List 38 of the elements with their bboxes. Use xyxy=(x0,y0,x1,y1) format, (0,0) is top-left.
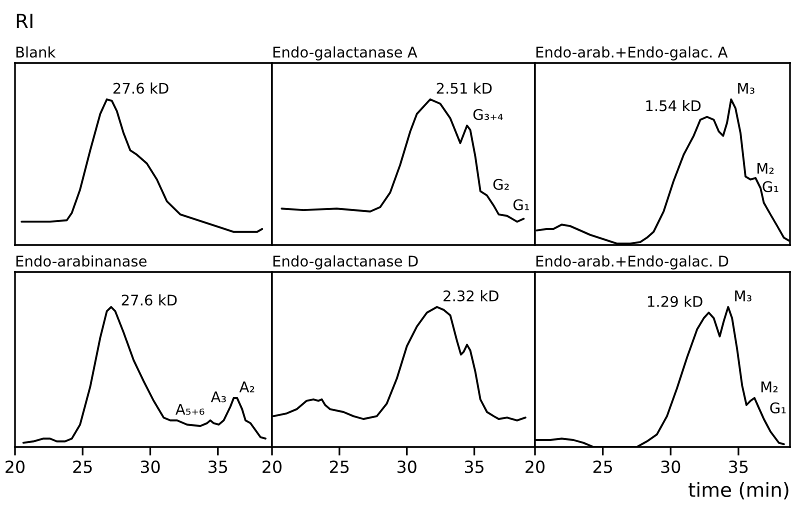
annotation: A₅₊₆ xyxy=(176,404,204,415)
x-tick-label: 20 xyxy=(262,460,282,474)
chart-title: Endo-arab.+Endo-galac. A xyxy=(536,46,728,60)
annotation: G₂ xyxy=(493,178,509,190)
annotation: 1.54 kD xyxy=(646,100,701,112)
x-tick-label: 35 xyxy=(464,460,484,474)
annotation: G₁ xyxy=(762,181,778,192)
annotation: 2.32 kD xyxy=(444,290,498,302)
x-tick-label: 30 xyxy=(398,460,416,474)
chart-title: Endo-arab.+Endo-galac. D xyxy=(536,255,728,270)
x-tick-label: 20 xyxy=(526,460,544,474)
annotation: 2.51 kD xyxy=(436,82,492,94)
x-tick-label: 30 xyxy=(661,460,680,474)
annotation: A₂ xyxy=(239,382,254,392)
chart-title: Endo-galactanase A xyxy=(273,46,418,60)
annotation: M₂ xyxy=(758,163,774,174)
chart-title: Endo-galactanase D xyxy=(273,255,418,270)
chart-title: Endo-arabinanase xyxy=(16,255,146,267)
annotation: G₁ xyxy=(513,199,529,210)
annotation: M₃ xyxy=(738,82,754,94)
annotation: G₁ xyxy=(770,402,786,414)
annotation: M₃ xyxy=(735,290,752,302)
annotation: 27.6 kD xyxy=(122,294,177,306)
annotation: A₃ xyxy=(210,391,226,402)
annotation: 1.29 kD xyxy=(648,296,702,307)
x-tick-label: 25 xyxy=(330,460,349,474)
x-tick-label: 35 xyxy=(729,460,748,474)
x-tick-label: 35 xyxy=(208,460,228,474)
x-tick-label: 20 xyxy=(6,460,24,474)
x-axis-title: time (min) xyxy=(688,482,788,500)
chart-title: Blank xyxy=(16,46,56,58)
annotation: G₃₊₄ xyxy=(473,108,503,120)
annotation: M₂ xyxy=(761,382,778,392)
x-tick-label: 30 xyxy=(140,460,160,474)
y-axis-title: RI xyxy=(16,14,32,28)
annotation: 27.6 kD xyxy=(113,82,168,94)
x-tick-label: 25 xyxy=(593,460,612,474)
x-tick-label: 25 xyxy=(73,460,92,474)
